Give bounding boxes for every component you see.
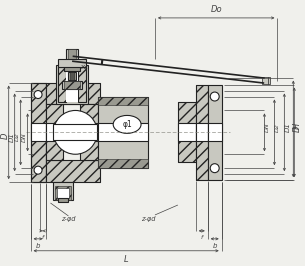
Text: b: b: [36, 243, 40, 249]
Bar: [45, 123, 63, 141]
Bar: [45, 160, 100, 182]
Text: DN: DN: [22, 132, 27, 142]
Bar: [80, 123, 98, 141]
Bar: [56, 65, 88, 105]
Bar: [45, 105, 63, 160]
Text: D1: D1: [284, 122, 290, 132]
Text: Xc: Xc: [80, 65, 88, 70]
Text: D2: D2: [15, 132, 20, 141]
Bar: [45, 160, 100, 182]
Bar: [66, 49, 78, 67]
Bar: [98, 97, 148, 106]
Text: Do: Do: [210, 5, 222, 14]
Text: f: f: [201, 235, 203, 240]
Text: φ1: φ1: [122, 120, 132, 129]
Bar: [196, 123, 208, 141]
Text: f: f: [41, 235, 44, 240]
Ellipse shape: [113, 115, 141, 133]
Bar: [196, 85, 208, 180]
Bar: [178, 102, 196, 162]
Text: D1: D1: [9, 132, 15, 142]
Circle shape: [34, 166, 42, 174]
Text: z-φd: z-φd: [141, 216, 155, 222]
Text: H: H: [293, 123, 302, 129]
Bar: [56, 186, 71, 200]
Text: D: D: [1, 132, 10, 139]
Circle shape: [210, 164, 219, 173]
Text: D2: D2: [275, 123, 280, 132]
Text: L: L: [124, 255, 128, 264]
Bar: [98, 123, 148, 141]
Bar: [80, 105, 98, 160]
Bar: [45, 83, 100, 105]
Bar: [66, 67, 78, 102]
Bar: [178, 123, 196, 141]
Bar: [59, 59, 86, 67]
Text: z-φd: z-φd: [61, 216, 76, 222]
Bar: [63, 81, 82, 89]
Bar: [53, 124, 97, 140]
Bar: [45, 105, 63, 160]
Bar: [98, 159, 148, 168]
Bar: [68, 72, 76, 80]
Bar: [30, 83, 45, 182]
Bar: [53, 182, 74, 200]
Bar: [178, 102, 196, 162]
Bar: [59, 67, 66, 102]
Bar: [64, 65, 80, 71]
Circle shape: [34, 90, 42, 98]
Bar: [57, 188, 70, 198]
Text: b: b: [213, 243, 217, 249]
Bar: [208, 85, 222, 180]
Bar: [78, 67, 86, 102]
Bar: [208, 123, 222, 141]
Bar: [64, 81, 80, 89]
Bar: [59, 198, 68, 202]
Text: DN: DN: [265, 123, 270, 132]
Bar: [98, 97, 148, 168]
Circle shape: [53, 110, 97, 154]
Bar: [45, 83, 100, 105]
Bar: [196, 85, 208, 180]
Bar: [263, 77, 271, 84]
Bar: [70, 72, 74, 80]
Text: D: D: [293, 126, 302, 132]
Bar: [30, 83, 45, 182]
Bar: [80, 105, 98, 160]
Bar: [68, 49, 76, 67]
Circle shape: [210, 92, 219, 101]
Bar: [30, 123, 45, 141]
